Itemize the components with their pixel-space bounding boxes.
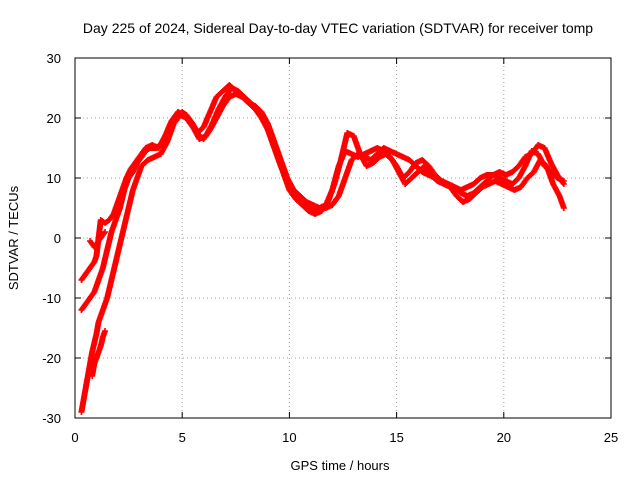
x-tick-label: 25 — [604, 430, 618, 445]
y-tick-label: 10 — [47, 171, 61, 186]
data-points — [78, 82, 567, 415]
grid-lines — [75, 58, 611, 418]
data-point-markers — [78, 82, 567, 283]
y-tick-label: 0 — [54, 231, 61, 246]
y-tick-label: -30 — [42, 411, 61, 426]
x-tick-label: 15 — [389, 430, 403, 445]
y-tick-label: 20 — [47, 111, 61, 126]
data-point-markers — [78, 85, 567, 415]
series-track-3 — [78, 82, 567, 283]
chart-title: Day 225 of 2024, Sidereal Day-to-day VTE… — [83, 20, 593, 36]
data-point-markers — [78, 91, 567, 313]
data-point-markers — [87, 229, 109, 250]
data-point-markers — [89, 328, 109, 379]
y-tick-label: -20 — [42, 351, 61, 366]
series-track-5 — [87, 229, 109, 250]
series-track-4 — [89, 328, 109, 379]
x-tick-label: 20 — [497, 430, 511, 445]
x-tick-label: 5 — [179, 430, 186, 445]
x-axis-label: GPS time / hours — [291, 458, 390, 473]
x-tick-label: 0 — [71, 430, 78, 445]
y-tick-label: -10 — [42, 291, 61, 306]
y-axis-label: SDTVAR / TECUs — [6, 185, 21, 290]
series-track-2 — [78, 85, 567, 415]
axis-ticks: 0 5 10 15 20 25 -30 -20 -10 0 10 20 30 — [42, 51, 618, 445]
x-tick-label: 10 — [282, 430, 296, 445]
y-tick-label: 30 — [47, 51, 61, 66]
series-track-1 — [78, 91, 567, 313]
